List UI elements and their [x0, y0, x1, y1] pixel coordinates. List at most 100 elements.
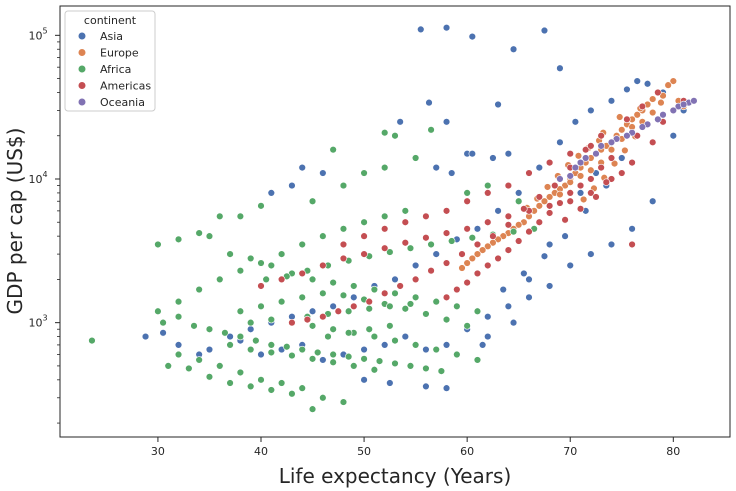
data-point-asia [425, 98, 433, 107]
data-point-americas [504, 212, 513, 220]
data-point-americas [458, 250, 466, 258]
data-point-americas [484, 218, 492, 226]
data-point-oceania [592, 149, 600, 158]
x-tick-label: 40 [254, 445, 268, 458]
data-point-asia [556, 64, 564, 72]
data-point-americas [504, 221, 513, 229]
legend-label-asia: Asia [100, 30, 123, 43]
data-point-oceania [669, 106, 678, 115]
data-point-africa [267, 261, 276, 270]
data-point-europe [579, 195, 588, 204]
data-point-asia [489, 154, 497, 162]
data-point-africa [386, 322, 394, 330]
data-point-africa [411, 154, 420, 162]
data-point-africa [190, 322, 198, 330]
data-point-asia [494, 207, 502, 215]
data-point-europe [458, 264, 466, 272]
data-point-africa [350, 282, 358, 290]
data-point-africa [288, 351, 296, 360]
data-point-asia [556, 138, 564, 147]
x-axis-ticks: 30 40 50 60 70 80 [151, 437, 680, 458]
data-point-africa [236, 332, 245, 341]
data-point-europe [616, 113, 624, 121]
data-point-americas [463, 278, 471, 287]
data-point-asia [494, 100, 502, 109]
data-point-africa [422, 364, 430, 373]
data-point-europe [543, 183, 552, 191]
data-point-africa [391, 336, 399, 345]
data-point-americas [380, 244, 389, 252]
legend-marker-americas [77, 81, 87, 90]
data-point-oceania [566, 172, 574, 180]
data-point-africa [226, 379, 234, 387]
data-point-asia [499, 285, 507, 294]
data-point-americas [380, 289, 389, 298]
data-point-americas [380, 225, 389, 233]
data-point-americas [484, 261, 492, 270]
data-point-americas [411, 275, 420, 284]
data-point-africa [221, 329, 229, 337]
data-point-asia [540, 252, 549, 260]
data-point-africa [427, 126, 435, 134]
data-point-asia [509, 45, 518, 53]
data-point-asia [468, 149, 477, 158]
data-point-americas [566, 149, 574, 158]
data-point-americas [489, 232, 497, 240]
data-point-asia [540, 26, 549, 35]
data-point-africa [406, 300, 415, 308]
data-point-africa [411, 341, 420, 349]
data-point-asia [607, 97, 616, 105]
data-point-asia [648, 197, 657, 205]
data-point-africa [236, 368, 245, 377]
data-point-europe [540, 197, 549, 205]
data-point-africa [380, 129, 389, 137]
data-point-europe [587, 166, 595, 174]
data-point-asia [432, 163, 440, 172]
data-point-americas [334, 307, 343, 315]
data-point-africa [386, 302, 394, 310]
data-point-americas [576, 181, 585, 190]
data-point-africa [195, 356, 203, 364]
legend-box [64, 10, 156, 112]
data-point-americas [360, 232, 368, 240]
data-point-americas [303, 315, 312, 324]
data-point-americas [581, 145, 590, 154]
data-point-asia [360, 345, 368, 354]
data-point-oceania [581, 154, 590, 162]
y-tick-label: 105 [28, 26, 47, 42]
data-point-americas [427, 266, 435, 275]
data-point-asia [525, 293, 533, 302]
data-point-africa [514, 197, 523, 205]
data-point-asia [618, 154, 626, 162]
data-point-africa [88, 336, 96, 345]
data-point-africa [216, 212, 224, 220]
data-point-africa [360, 169, 368, 177]
data-point-americas [654, 88, 662, 97]
data-point-asia [478, 341, 487, 349]
data-point-americas [401, 218, 410, 226]
data-point-europe [576, 172, 585, 180]
data-point-europe [664, 81, 672, 89]
data-point-americas [623, 115, 631, 124]
data-point-americas [535, 193, 544, 201]
data-point-africa [262, 275, 270, 284]
data-point-africa [360, 218, 368, 226]
x-tick-label: 50 [357, 445, 371, 458]
y-tick-label: 103 [28, 314, 47, 330]
data-point-europe [633, 111, 641, 119]
data-point-americas [401, 239, 410, 247]
data-point-europe [618, 126, 626, 134]
data-point-africa [406, 362, 415, 370]
data-point-americas [453, 285, 461, 294]
data-point-africa [360, 355, 368, 363]
legend-label-oceania: Oceania [100, 96, 145, 109]
legend-label-americas: Americas [100, 80, 151, 93]
data-point-africa [329, 325, 337, 333]
data-point-americas [628, 158, 636, 167]
data-point-americas [319, 313, 327, 321]
data-point-oceania [556, 175, 564, 183]
data-point-africa [308, 405, 317, 413]
data-point-africa [257, 202, 265, 210]
data-point-americas [638, 102, 647, 111]
data-point-africa [319, 289, 327, 298]
